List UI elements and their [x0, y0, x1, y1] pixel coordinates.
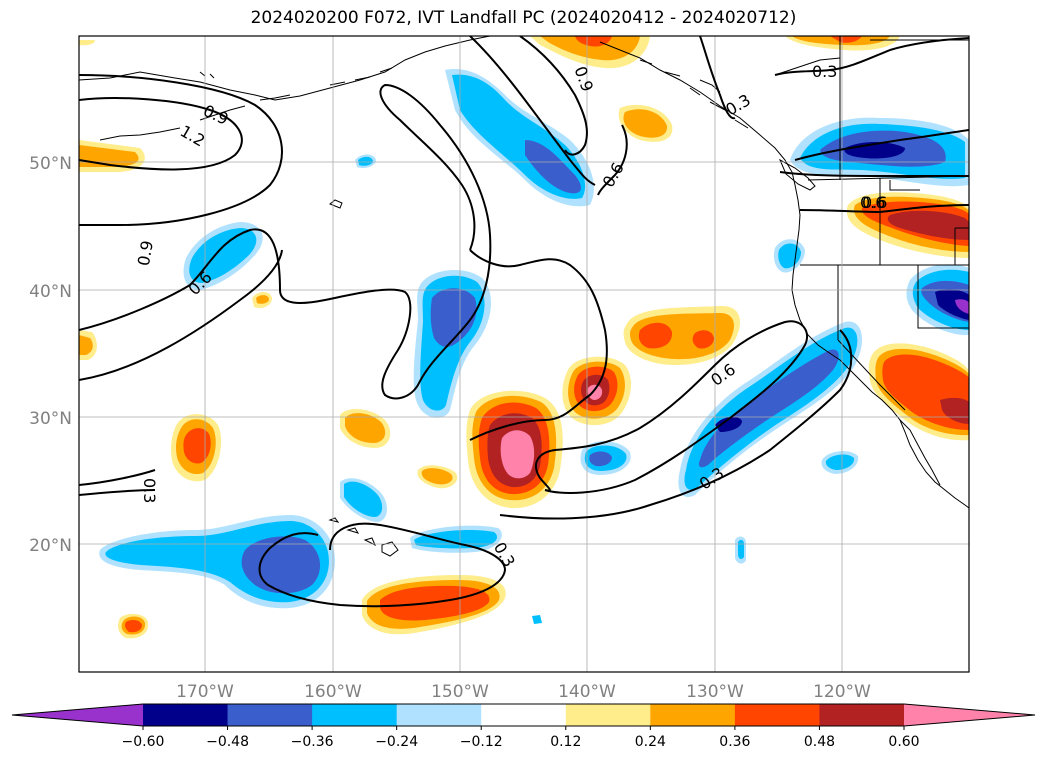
- colorbar-tick-label: 0.24: [635, 734, 666, 750]
- colorbar-tick-label: −0.24: [375, 734, 418, 750]
- lon-label-170w: 170°W: [176, 682, 234, 702]
- lon-label-120w: 120°W: [813, 682, 871, 702]
- map-title: 2024020200 F072, IVT Landfall PC (202402…: [250, 8, 797, 28]
- contour-label: 0.3: [812, 62, 837, 81]
- colorbar-tick-label: 0.36: [719, 734, 750, 750]
- colorbar-extend-min: [12, 704, 143, 726]
- colorbar-tick-label: −0.36: [291, 734, 334, 750]
- contour-layer: [79, 36, 969, 608]
- colorbar-segment: [819, 704, 905, 726]
- longitude-labels: 170°W 160°W 150°W 140°W 130°W 120°W: [176, 682, 871, 702]
- colorbar-segment: [143, 704, 229, 726]
- lon-label-150w: 150°W: [431, 682, 489, 702]
- lon-label-130w: 130°W: [686, 682, 744, 702]
- colorbar-tick-label: −0.48: [206, 734, 249, 750]
- colorbar-segment: [396, 704, 482, 726]
- colorbar-segment: [650, 704, 736, 726]
- colorbar-tick-label: −0.60: [122, 734, 165, 750]
- latitude-labels: 50°N 40°N 30°N 20°N: [29, 154, 72, 556]
- lat-label-40n: 40°N: [29, 282, 72, 302]
- lat-label-50n: 50°N: [29, 154, 72, 174]
- colorbar-tick-label: 0.48: [804, 734, 835, 750]
- contour-label: 0.6: [862, 193, 887, 212]
- lon-label-140w: 140°W: [558, 682, 616, 702]
- lat-label-20n: 20°N: [29, 536, 72, 556]
- colorbar-segment: [481, 704, 567, 726]
- colorbar-tick-label: 0.12: [550, 734, 581, 750]
- graticule: [79, 36, 969, 672]
- colorbar-extend-max: [904, 704, 1035, 726]
- colorbar: −0.60 −0.48 −0.36 −0.24 −0.12 0.12 0.24 0.36 0.4…: [11, 703, 1036, 750]
- contour-label: 0.6: [860, 193, 885, 212]
- contour-label: 0.9: [134, 239, 157, 267]
- colorbar-segment: [312, 704, 398, 726]
- lat-label-30n: 30°N: [29, 409, 72, 429]
- coastline-layer: [79, 36, 969, 557]
- colorbar-tick-label: 0.60: [888, 734, 919, 750]
- lon-label-160w: 160°W: [304, 682, 362, 702]
- contour-label: 0.3: [140, 478, 159, 503]
- colorbar-tick-label: −0.12: [460, 734, 503, 750]
- colorbar-segment: [565, 704, 651, 726]
- colorbar-segment: [734, 704, 820, 726]
- map-frame: [78, 35, 970, 673]
- colorbar-segment: [227, 704, 313, 726]
